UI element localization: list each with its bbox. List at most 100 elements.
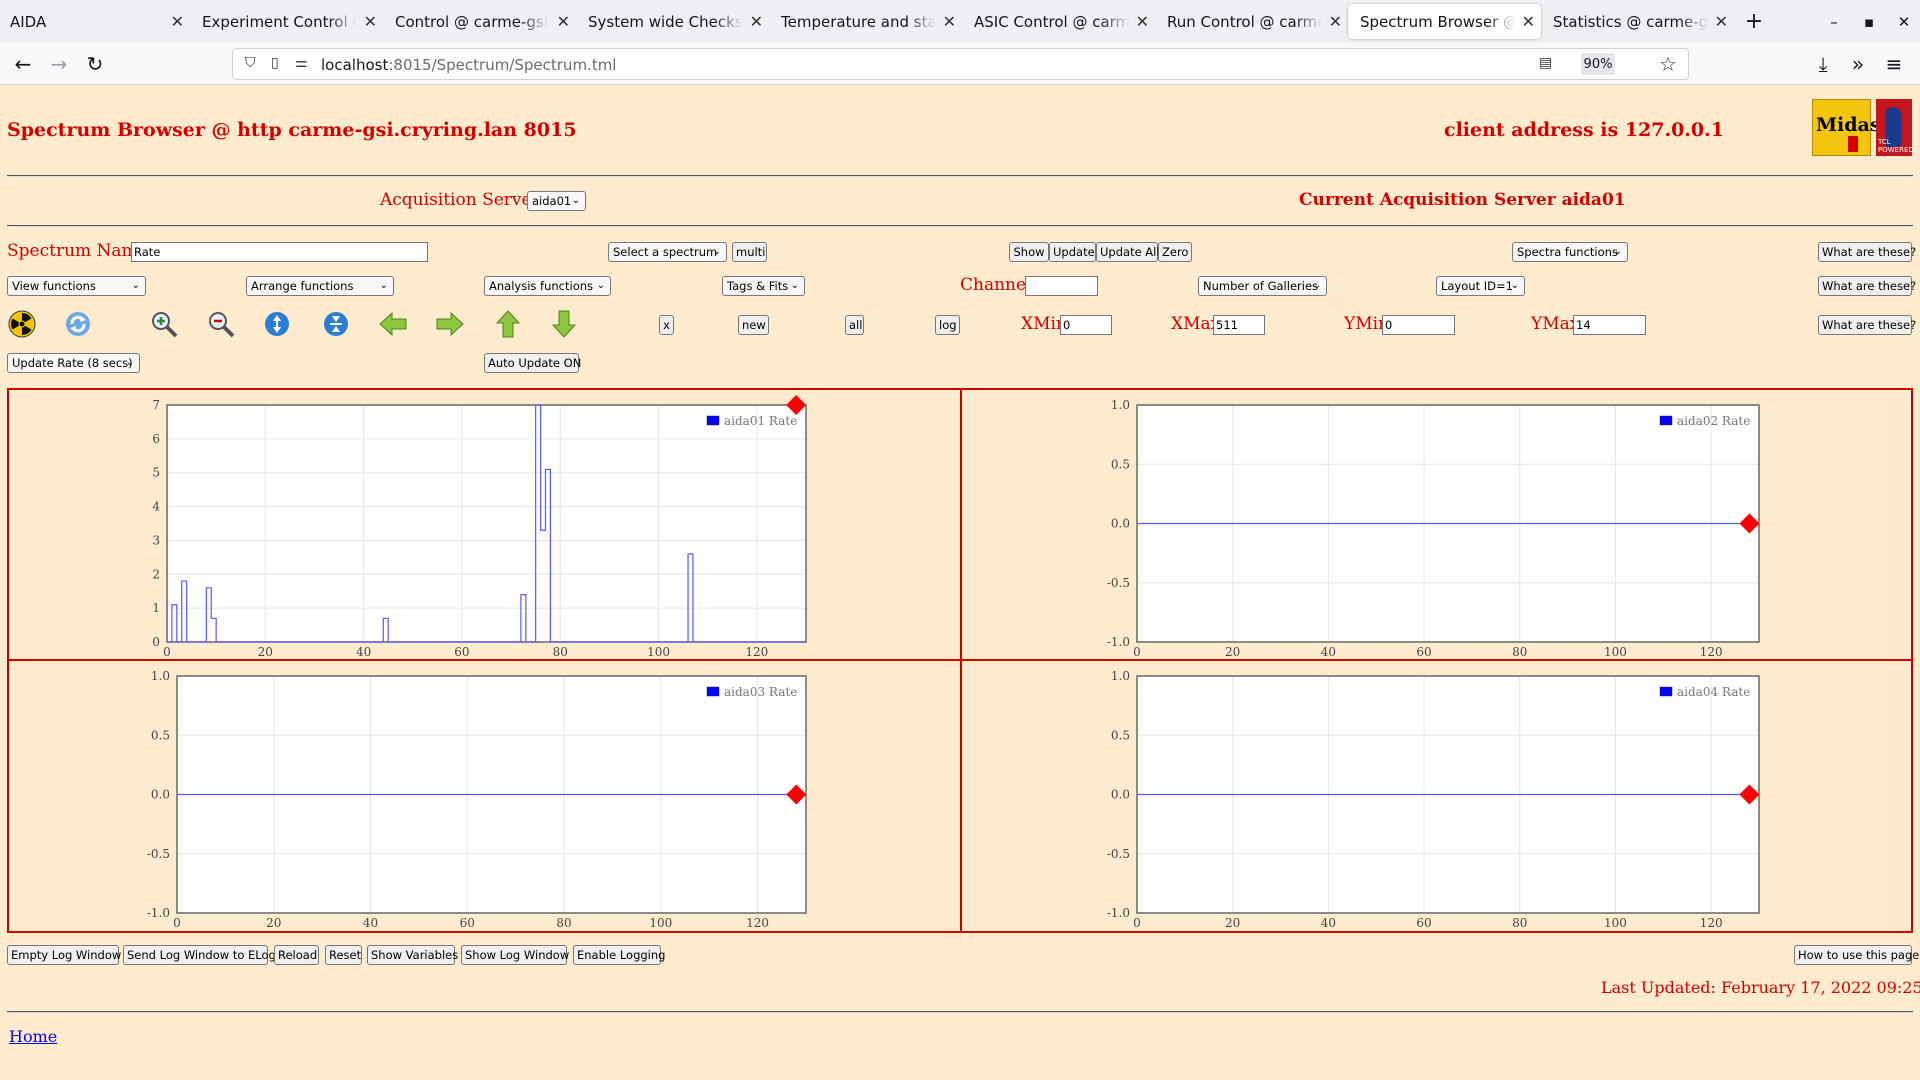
what-are-these-button[interactable]: What are these? (1818, 315, 1916, 335)
close-icon[interactable]: ✕ (1328, 12, 1342, 31)
spectrum-browser-page: Spectrum Browser @ http carme-gsi.cryrin… (0, 86, 1920, 1080)
select-spectrum-dropdown[interactable]: Select a spectrum ⌄ (608, 242, 727, 262)
tab-control[interactable]: Control @ carme-gsi ✕ (395, 12, 570, 31)
x-tick-label: 60 (1416, 645, 1431, 659)
all-button[interactable]: all (845, 315, 864, 335)
view-functions-dropdown[interactable]: View functions ⌄ (7, 276, 146, 296)
tab-system-wide-checks[interactable]: System wide Checks @ c✕ (588, 12, 763, 31)
chart-panel-aida01[interactable]: 0 20 40 60 80 100 120 0 1 2 3 4 5 6 7 aida01 Rate (9, 390, 960, 661)
minimize-icon[interactable]: – (1830, 12, 1838, 31)
y-tick-label: 0 (152, 635, 160, 649)
log-button[interactable]: log (935, 315, 960, 335)
maximize-icon[interactable]: ▪ (1863, 12, 1875, 31)
close-icon[interactable]: ✕ (1135, 12, 1149, 31)
bookmark-star-icon[interactable]: ☆ (1659, 52, 1677, 76)
new-button[interactable]: new (738, 315, 769, 335)
number-of-galleries-dropdown[interactable]: Number of Galleries ⌄ (1198, 276, 1327, 296)
close-icon[interactable]: ✕ (363, 12, 377, 31)
shield-icon[interactable]: ⛉ (245, 55, 256, 71)
zoom-out-icon[interactable] (205, 308, 237, 340)
x-tick-label: 20 (266, 916, 281, 930)
reload-button[interactable]: Reload (274, 945, 319, 965)
expand-y-icon[interactable] (261, 308, 293, 340)
tab-asic-control[interactable]: ASIC Control @ carme-g✕ (974, 12, 1149, 31)
reader-view-icon[interactable]: ▤ (1539, 55, 1553, 71)
arrow-left-icon[interactable] (377, 308, 409, 340)
close-icon[interactable]: ✕ (1714, 12, 1728, 31)
show-log-window-button[interactable]: Show Log Window (461, 945, 569, 965)
zero-button[interactable]: Zero (1158, 242, 1192, 262)
close-icon[interactable]: ✕ (170, 12, 184, 31)
xmin-input[interactable]: 0 (1060, 315, 1112, 335)
permissions-icon[interactable]: ⚌ (295, 55, 308, 71)
send-log-to-elog-button[interactable]: Send Log Window to ELog (123, 945, 276, 965)
overflow-chevrons-icon[interactable]: » (1851, 52, 1865, 76)
tab-run-control[interactable]: Run Control @ carme-gs✕ (1167, 12, 1342, 31)
what-are-these-button[interactable]: What are these? (1818, 276, 1916, 296)
show-variables-button[interactable]: Show Variables (367, 945, 458, 965)
acquisition-servers-label: Acquisition Servers (380, 190, 549, 210)
ymax-input[interactable]: 14 (1573, 315, 1646, 335)
arrow-up-icon[interactable] (492, 308, 524, 340)
radiation-icon[interactable] (6, 308, 38, 340)
forward-arrow-icon[interactable]: → (50, 52, 68, 76)
multi-button[interactable]: multi (732, 242, 767, 262)
x-tick-label: 60 (1416, 916, 1431, 930)
legend-swatch (1659, 415, 1673, 426)
close-icon[interactable]: ✕ (556, 12, 570, 31)
current-acquisition-server: Current Acquisition Server aida01 (1299, 190, 1626, 210)
auto-update-button[interactable]: Auto Update ON (484, 353, 581, 373)
reset-button[interactable]: Reset (325, 945, 362, 965)
x-tick-label: 60 (460, 916, 475, 930)
analysis-functions-dropdown[interactable]: Analysis functions ⌄ (484, 276, 611, 296)
back-arrow-icon[interactable]: ← (14, 52, 32, 76)
x-button[interactable]: x (659, 315, 674, 335)
zoom-in-icon[interactable] (148, 308, 180, 340)
channel-input[interactable] (1025, 276, 1098, 296)
acquisition-server-select[interactable]: aida01 ⌄ (527, 191, 586, 211)
window-close-icon[interactable]: ✕ (1897, 12, 1911, 31)
home-link[interactable]: Home (9, 1027, 58, 1046)
tags-fits-dropdown[interactable]: Tags & Fits ⌄ (722, 276, 805, 296)
tab-temperature-status[interactable]: Temperature and status✕ (781, 12, 956, 31)
chart-panel-aida03[interactable]: 0 20 40 60 80 100 120 -1.0 -0.5 0.0 0.5 1.0 aida03 R… (9, 661, 960, 932)
arrange-functions-dropdown[interactable]: Arrange functions ⌄ (246, 276, 394, 296)
tab-hidden-close[interactable]: ✕ (160, 0, 190, 43)
update-button[interactable]: Update (1049, 242, 1096, 262)
new-tab-plus-icon[interactable]: + (1744, 9, 1764, 34)
chevron-down-icon: ⌄ (1613, 246, 1622, 257)
reload-icon[interactable]: ↻ (86, 52, 104, 76)
chart-panel-aida02[interactable]: 0 20 40 60 80 100 120 -1.0 -0.5 0.0 0.5 1.0 aida02 R… (962, 390, 1913, 661)
update-all-button[interactable]: Update All (1096, 242, 1160, 262)
tab-statistics[interactable]: Statistics @ carme-gsi ✕ (1553, 12, 1728, 31)
enable-logging-button[interactable]: Enable Logging (573, 945, 665, 965)
download-icon[interactable]: ⤓ (1818, 52, 1828, 76)
menu-icon[interactable]: ≡ (1885, 52, 1903, 76)
chart-aida01-rate: 0 20 40 60 80 100 120 0 1 2 3 4 5 6 7 aida01 Rate (152, 395, 807, 659)
spectrum-name-input[interactable]: Rate (131, 242, 428, 262)
refresh-icon[interactable] (62, 308, 94, 340)
layout-id-dropdown[interactable]: Layout ID=1 ⌄ (1436, 276, 1525, 296)
url-text[interactable]: localhost:8015/Spectrum/Spectrum.tml (321, 56, 617, 74)
arrow-right-icon[interactable] (434, 308, 466, 340)
arrow-down-icon[interactable] (548, 308, 580, 340)
shrink-y-icon[interactable] (320, 308, 352, 340)
spectra-functions-dropdown[interactable]: Spectra functions ⌄ (1512, 242, 1628, 262)
page-icon[interactable]: ▯ (271, 55, 279, 71)
empty-log-window-button[interactable]: Empty Log Window (7, 945, 121, 965)
tab-spectrum-browser[interactable]: Spectrum Browser @ ca✕ (1348, 4, 1541, 39)
close-icon[interactable]: ✕ (749, 12, 763, 31)
how-to-use-button[interactable]: How to use this page (1794, 945, 1919, 965)
show-button[interactable]: Show (1009, 242, 1049, 262)
x-tick-label: 0 (1133, 645, 1141, 659)
ymin-input[interactable]: 0 (1382, 315, 1455, 335)
url-bar[interactable]: ⛉ ▯ ⚌ localhost:8015/Spectrum/Spectrum.t… (232, 48, 1689, 80)
tab-experiment-control[interactable]: Experiment Control @ ca✕ (202, 12, 377, 31)
close-icon[interactable]: ✕ (1521, 12, 1535, 31)
xmax-input[interactable]: 511 (1213, 315, 1265, 335)
update-rate-dropdown[interactable]: Update Rate (8 secs) ⌄ (7, 353, 140, 373)
close-icon[interactable]: ✕ (942, 12, 956, 31)
what-are-these-button[interactable]: What are these? (1818, 242, 1916, 262)
chart-panel-aida04[interactable]: 0 20 40 60 80 100 120 -1.0 -0.5 0.0 0.5 1.0 aida04 R… (962, 661, 1913, 932)
zoom-level-badge[interactable]: 90% (1581, 53, 1615, 75)
